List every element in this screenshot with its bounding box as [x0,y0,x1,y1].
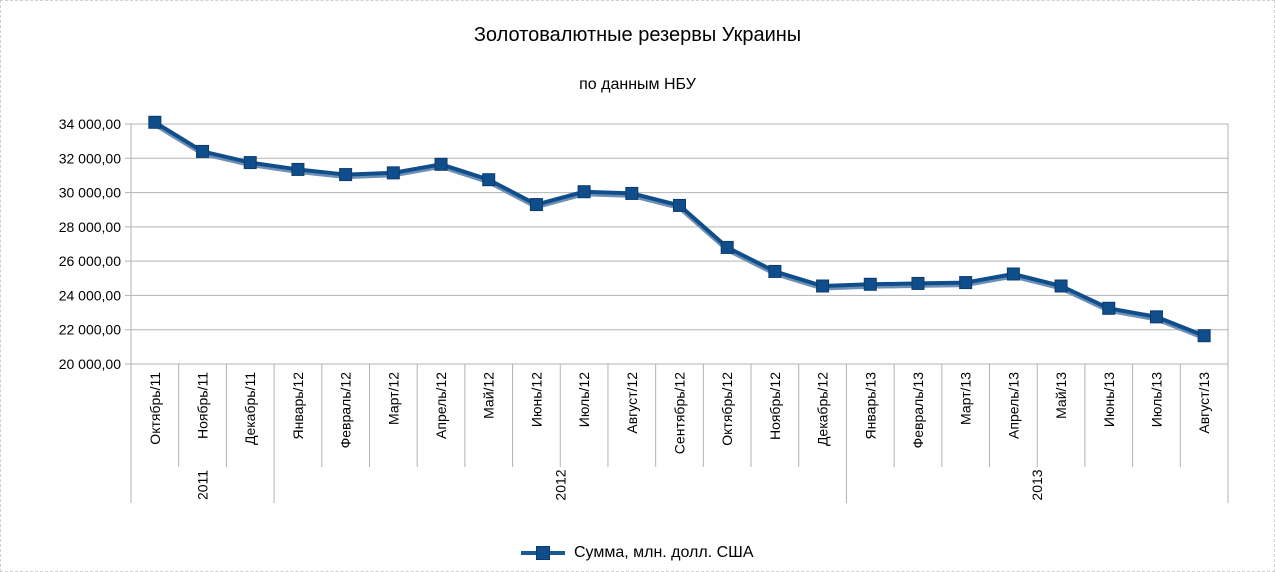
data-point [291,162,305,176]
x-tick-label: Март/13 [958,372,974,425]
data-point [1149,310,1163,324]
x-tick-label: Декабрь/12 [815,372,831,446]
y-tick-label: 34 000,00 [59,116,121,132]
legend-series-marker [521,546,566,560]
series-line [153,120,1205,338]
line-chart: 34 000,00 32 000,00 30 000,00 28 000,00 26 0… [59,115,1229,503]
data-point [673,198,686,212]
x-tick-label: Июль/12 [576,372,592,427]
data-point [339,168,353,182]
data-point [529,198,543,212]
x-tick-label: Август/13 [1196,372,1212,434]
data-point [386,166,400,180]
x-tick-label: Январь/12 [290,372,306,440]
data-point [1102,301,1116,315]
data-point [768,264,782,278]
x-tick-label: Февраль/13 [910,372,926,449]
x-tick-label: Апрель/12 [433,372,449,439]
x-tick-label: Май/13 [1053,372,1069,419]
x-tick-label: Январь/13 [862,372,878,440]
x-tick-label: Август/12 [624,372,640,434]
data-point [482,173,496,187]
data-point [1197,329,1211,343]
legend-series-label: Сумма, млн. долл. США [573,544,754,561]
x-tick-label: Декабрь/11 [242,372,258,445]
data-point [720,240,734,254]
x-tick-label: Март/12 [385,372,401,425]
y-tick-label: 26 000,00 [59,253,121,269]
x-tick-label: Февраль/12 [338,372,354,449]
data-point [434,157,448,171]
x-tick-label: Ноябрь/12 [767,372,783,440]
year-label: 2011 [195,470,211,500]
data-point [1006,267,1020,281]
data-point [243,156,257,170]
year-label: 2012 [552,469,568,500]
x-tick-label: Июнь/13 [1101,372,1117,427]
y-tick-label: 30 000,00 [59,185,121,201]
chart-subtitle: по данным НБУ [579,76,696,93]
y-tick-label: 24 000,00 [59,287,121,303]
x-tick-label: Апрель/13 [1005,372,1021,439]
x-tick-label: Октябрь/12 [719,372,735,446]
data-point [148,115,162,129]
data-point [816,279,830,293]
x-tick-label: Ноябрь/11 [195,372,211,439]
series-line-shadow [153,122,1206,341]
x-tick-label: Июнь/12 [528,372,544,427]
x-tick-label: Июль/13 [1148,372,1164,427]
y-tick-label: 20 000,00 [59,356,121,372]
data-point [577,185,591,199]
chart-title: Золотовалютные резервы Украины [473,24,802,46]
data-point [863,277,877,291]
x-tick-label: Октябрь/11 [147,372,163,445]
data-point [196,144,210,158]
y-tick-label: 22 000,00 [59,322,121,338]
year-label: 2013 [1029,469,1045,500]
y-tick-label: 32 000,00 [59,150,121,166]
data-point [625,186,639,200]
x-tick-label: Сентябрь/12 [672,372,688,454]
data-point [959,276,973,290]
y-tick-label: 28 000,00 [59,219,121,235]
data-point [1054,279,1068,293]
data-point [911,276,925,290]
legend: Сумма, млн. долл. США [0,544,1275,562]
x-tick-label: Май/12 [481,372,497,419]
